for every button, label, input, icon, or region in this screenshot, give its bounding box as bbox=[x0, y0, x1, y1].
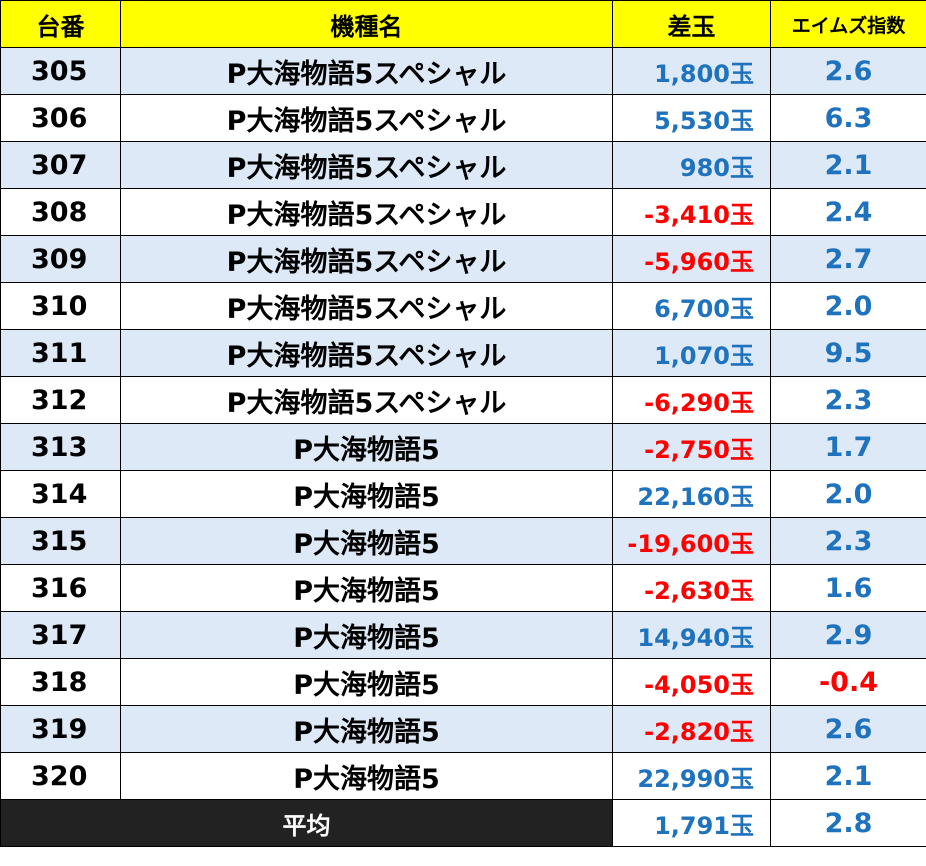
index-cell: -0.4 bbox=[770, 658, 926, 706]
table-row: 308 P大海物語5スペシャル -3,410玉 2.4 bbox=[0, 188, 926, 236]
machine-no-cell: 307 bbox=[0, 141, 121, 189]
diff-cell: 1,070玉 bbox=[612, 329, 771, 377]
machine-no-cell: 312 bbox=[0, 376, 121, 424]
table-row: 309 P大海物語5スペシャル -5,960玉 2.7 bbox=[0, 235, 926, 283]
header-row: 台番 機種名 差玉 エイムズ指数 bbox=[0, 0, 926, 48]
header-index: エイムズ指数 bbox=[770, 0, 926, 48]
diff-cell: -3,410玉 bbox=[612, 188, 771, 236]
index-cell: 2.0 bbox=[770, 282, 926, 330]
model-cell: P大海物語5スペシャル bbox=[120, 47, 613, 95]
model-cell: P大海物語5 bbox=[120, 423, 613, 471]
diff-cell: 1,800玉 bbox=[612, 47, 771, 95]
index-cell: 2.0 bbox=[770, 470, 926, 518]
index-cell: 2.6 bbox=[770, 47, 926, 95]
table-row: 311 P大海物語5スペシャル 1,070玉 9.5 bbox=[0, 329, 926, 377]
average-row: 平均 1,791玉 2.8 bbox=[0, 799, 926, 847]
table-row: 318 P大海物語5 -4,050玉 -0.4 bbox=[0, 658, 926, 706]
table-row: 313 P大海物語5 -2,750玉 1.7 bbox=[0, 423, 926, 471]
machine-no-cell: 320 bbox=[0, 752, 121, 800]
table-row: 317 P大海物語5 14,940玉 2.9 bbox=[0, 611, 926, 659]
index-cell: 2.6 bbox=[770, 705, 926, 753]
machine-no-cell: 306 bbox=[0, 94, 121, 142]
index-cell: 2.9 bbox=[770, 611, 926, 659]
index-cell: 2.3 bbox=[770, 376, 926, 424]
index-cell: 2.7 bbox=[770, 235, 926, 283]
machine-no-cell: 311 bbox=[0, 329, 121, 377]
model-cell: P大海物語5 bbox=[120, 611, 613, 659]
machine-no-cell: 314 bbox=[0, 470, 121, 518]
average-index: 2.8 bbox=[770, 799, 926, 847]
diff-cell: 980玉 bbox=[612, 141, 771, 189]
machine-no-cell: 316 bbox=[0, 564, 121, 612]
model-cell: P大海物語5スペシャル bbox=[120, 94, 613, 142]
table-row: 307 P大海物語5スペシャル 980玉 2.1 bbox=[0, 141, 926, 189]
diff-cell: 5,530玉 bbox=[612, 94, 771, 142]
diff-cell: -19,600玉 bbox=[612, 517, 771, 565]
diff-cell: 22,990玉 bbox=[612, 752, 771, 800]
diff-cell: 6,700玉 bbox=[612, 282, 771, 330]
diff-cell: -5,960玉 bbox=[612, 235, 771, 283]
model-cell: P大海物語5スペシャル bbox=[120, 188, 613, 236]
average-label: 平均 bbox=[0, 799, 613, 847]
model-cell: P大海物語5スペシャル bbox=[120, 282, 613, 330]
average-diff: 1,791玉 bbox=[612, 799, 771, 847]
diff-cell: -2,750玉 bbox=[612, 423, 771, 471]
machine-no-cell: 305 bbox=[0, 47, 121, 95]
diff-cell: -4,050玉 bbox=[612, 658, 771, 706]
model-cell: P大海物語5 bbox=[120, 752, 613, 800]
index-cell: 2.4 bbox=[770, 188, 926, 236]
machine-no-cell: 318 bbox=[0, 658, 121, 706]
index-cell: 1.6 bbox=[770, 564, 926, 612]
diff-cell: -2,820玉 bbox=[612, 705, 771, 753]
index-cell: 1.7 bbox=[770, 423, 926, 471]
model-cell: P大海物語5 bbox=[120, 658, 613, 706]
table-row: 305 P大海物語5スペシャル 1,800玉 2.6 bbox=[0, 47, 926, 95]
machine-no-cell: 317 bbox=[0, 611, 121, 659]
diff-cell: -6,290玉 bbox=[612, 376, 771, 424]
machine-no-cell: 315 bbox=[0, 517, 121, 565]
header-machine-no: 台番 bbox=[0, 0, 121, 48]
model-cell: P大海物語5スペシャル bbox=[120, 141, 613, 189]
table-row: 320 P大海物語5 22,990玉 2.1 bbox=[0, 752, 926, 800]
diff-cell: -2,630玉 bbox=[612, 564, 771, 612]
machine-results-table: 台番 機種名 差玉 エイムズ指数 305 P大海物語5スペシャル 1,800玉 2.6… bbox=[0, 0, 926, 847]
index-cell: 9.5 bbox=[770, 329, 926, 377]
header-model: 機種名 bbox=[120, 0, 613, 48]
table-row: 312 P大海物語5スペシャル -6,290玉 2.3 bbox=[0, 376, 926, 424]
machine-no-cell: 310 bbox=[0, 282, 121, 330]
table-row: 306 P大海物語5スペシャル 5,530玉 6.3 bbox=[0, 94, 926, 142]
diff-cell: 22,160玉 bbox=[612, 470, 771, 518]
header-diff: 差玉 bbox=[612, 0, 771, 48]
table-row: 310 P大海物語5スペシャル 6,700玉 2.0 bbox=[0, 282, 926, 330]
model-cell: P大海物語5スペシャル bbox=[120, 329, 613, 377]
index-cell: 2.1 bbox=[770, 141, 926, 189]
model-cell: P大海物語5スペシャル bbox=[120, 235, 613, 283]
model-cell: P大海物語5 bbox=[120, 470, 613, 518]
machine-no-cell: 308 bbox=[0, 188, 121, 236]
table-row: 314 P大海物語5 22,160玉 2.0 bbox=[0, 470, 926, 518]
table-row: 315 P大海物語5 -19,600玉 2.3 bbox=[0, 517, 926, 565]
diff-cell: 14,940玉 bbox=[612, 611, 771, 659]
machine-no-cell: 313 bbox=[0, 423, 121, 471]
model-cell: P大海物語5 bbox=[120, 705, 613, 753]
machine-no-cell: 319 bbox=[0, 705, 121, 753]
model-cell: P大海物語5 bbox=[120, 517, 613, 565]
machine-no-cell: 309 bbox=[0, 235, 121, 283]
index-cell: 2.3 bbox=[770, 517, 926, 565]
table-row: 316 P大海物語5 -2,630玉 1.6 bbox=[0, 564, 926, 612]
table-row: 319 P大海物語5 -2,820玉 2.6 bbox=[0, 705, 926, 753]
model-cell: P大海物語5 bbox=[120, 564, 613, 612]
index-cell: 6.3 bbox=[770, 94, 926, 142]
index-cell: 2.1 bbox=[770, 752, 926, 800]
model-cell: P大海物語5スペシャル bbox=[120, 376, 613, 424]
